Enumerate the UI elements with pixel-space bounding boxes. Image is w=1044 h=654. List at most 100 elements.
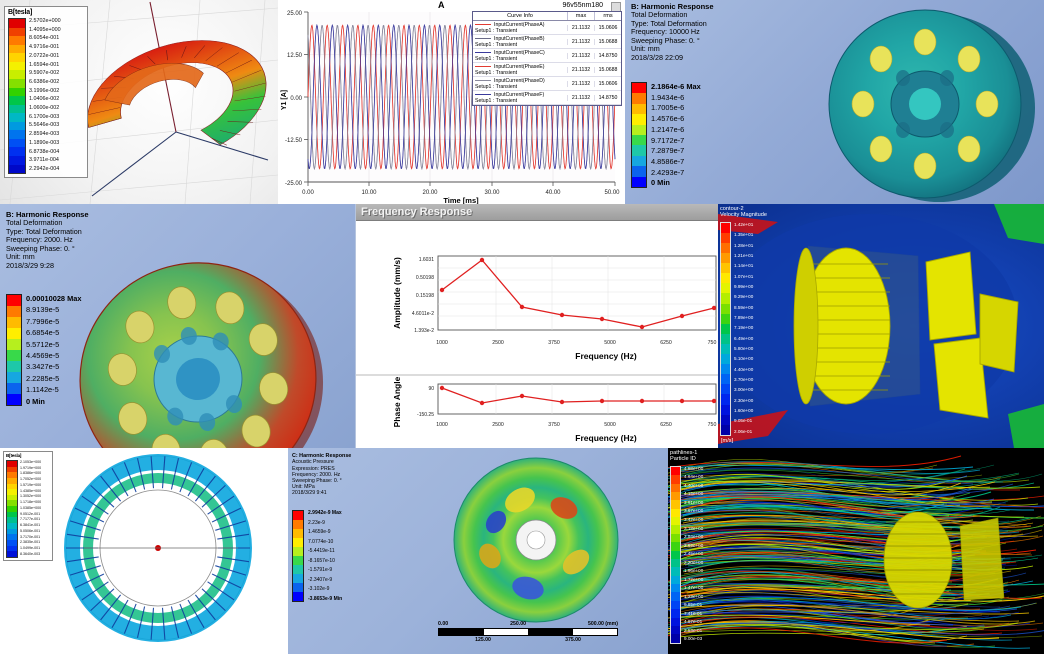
- y-tick: -12.50: [285, 138, 303, 144]
- scale-left: 0.00: [438, 621, 448, 627]
- legend-rms-value: 14.8750: [594, 95, 621, 101]
- pathlines-colorbar: [670, 466, 681, 644]
- legend-series-setup: Setup1 : Transient: [475, 98, 565, 104]
- legend-value: 2.53e-01: [684, 628, 703, 633]
- x-tick: 0.00: [302, 190, 314, 196]
- amp-x-tick: 2500: [492, 340, 504, 346]
- x-tick: 50.00: [604, 190, 620, 196]
- legend-rms-value: 15.0688: [594, 39, 621, 45]
- legend-value: 5.5646e-003: [29, 122, 61, 128]
- legend-value: 1.1890e-003: [29, 140, 61, 146]
- legend-value: 2.8594e-003: [29, 131, 61, 137]
- phase-y-axis-label: Phase Angle: [392, 376, 402, 427]
- legend-value: 0 Min: [651, 178, 701, 187]
- legend-value: 2.20e+00: [684, 560, 703, 565]
- legend-value: 7.0774e-10: [308, 539, 342, 545]
- legend-value: 4.8586e-7: [651, 157, 701, 166]
- pathlines-values: 4.88e+00 4.64e+00 4.40e+00 4.15e+00 3.91…: [684, 466, 703, 642]
- maxwell-2d-legend-title: B[tesla]: [6, 453, 50, 458]
- legend-col-header: rms: [594, 12, 621, 20]
- legend-value: 5.80e+00: [734, 346, 753, 351]
- legend-value: 2.23e-9: [308, 520, 342, 526]
- legend-value: 1.8386e+000: [20, 471, 41, 475]
- panel-harmonic-response-2000hz: B: Harmonic Response Total Deformation T…: [0, 204, 355, 448]
- legend-value: 2.5702e+000: [29, 18, 61, 24]
- curve-info-legend: Curve Info max rms InputCurrent(PhaseA) S…: [472, 11, 622, 106]
- legend-value: 1.42e+01: [734, 222, 753, 227]
- legend-value: -3.102e-9: [308, 586, 342, 592]
- legend-max-value: 21.1132: [567, 67, 594, 73]
- legend-value: 1.4095e+000: [29, 27, 61, 33]
- amp-y-tick: 1.6031: [419, 257, 435, 263]
- amp-y-tick: 1.393e-2: [414, 328, 434, 334]
- legend-value: 0.00010028 Max: [26, 294, 81, 303]
- scale-tick-1: 125.00: [475, 637, 491, 643]
- legend-value: 1.14e+01: [734, 263, 753, 268]
- legend-value: 9.99e+00: [734, 284, 753, 289]
- legend-value: 9.00e-03: [684, 636, 703, 641]
- phase-x-tick: 5000: [604, 422, 616, 428]
- legend-row: InputCurrent(PhaseD) Setup1 : Transient 21…: [473, 77, 621, 91]
- phase-x-tick: 6250: [660, 422, 672, 428]
- legend-value: 1.35e+01: [734, 232, 753, 237]
- legend-series-setup: Setup1 : Transient: [475, 56, 565, 62]
- legend-value: 2.2285e-5: [26, 374, 81, 383]
- legend-value: 1.4385e+000: [20, 489, 41, 493]
- amp-x-axis-label: Frequency (Hz): [575, 351, 637, 361]
- legend-value: 2.2942e-004: [29, 166, 61, 172]
- legend-value: 5.5712e-5: [26, 340, 81, 349]
- phase-x-axis-label: Frequency (Hz): [575, 433, 637, 443]
- panel-fluent-velocity-contour: contour-2 Velocity Magnitude: [718, 204, 1044, 448]
- harmonic-2000-line: 2018/3/29 9:28: [6, 262, 89, 271]
- fluent-velocity-unit: [m/s]: [721, 438, 767, 444]
- legend-row: InputCurrent(PhaseB) Setup1 : Transient 21…: [473, 35, 621, 49]
- legend-value: -3.8653e-9 Min: [308, 596, 342, 602]
- pathlines-geometry: [668, 448, 1044, 654]
- legend-value: 8.3640e-003: [20, 552, 41, 556]
- legend-value: 2.45e+00: [684, 551, 703, 556]
- legend-value: 4.40e+00: [734, 367, 753, 372]
- legend-value: 3.1996e-002: [29, 88, 61, 94]
- legend-value: 7.7996e-5: [26, 317, 81, 326]
- legend-value: 9.85e-01: [684, 602, 703, 607]
- legend-value: 9.0512e-001: [20, 512, 41, 516]
- harmonic-10000-colorbar: [631, 82, 647, 188]
- legend-value: 2.69e+00: [684, 543, 703, 548]
- legend-value: 9.05e-01: [734, 418, 753, 423]
- legend-series-name: InputCurrent(PhaseA): [494, 22, 544, 28]
- legend-value: 5.0506e-001: [20, 529, 41, 533]
- legend-series-name: InputCurrent(PhaseE): [494, 64, 544, 70]
- frequency-response-plots: 1.6031 0.50198 0.15198 4.6011e-2 1.393e-…: [356, 220, 719, 448]
- maxwell-2d-colorbar: [6, 460, 18, 558]
- legend-value: 1.2147e-6: [651, 125, 701, 134]
- legend-value: 4.88e+00: [684, 466, 703, 471]
- legend-value: 3.9711e-004: [29, 157, 61, 163]
- legend-value: 8.9139e-5: [26, 305, 81, 314]
- legend-value: -1.5791e-9: [308, 567, 342, 573]
- legend-series-name: InputCurrent(PhaseD): [494, 78, 545, 84]
- panel-frequency-response: Frequency Response: [355, 204, 719, 448]
- legend-color-swatch: [475, 38, 491, 39]
- legend-value: 4.4569e-5: [26, 351, 81, 360]
- frequency-response-titlebar[interactable]: Frequency Response: [356, 204, 719, 221]
- legend-value: 6.49e+00: [734, 336, 753, 341]
- harmonic-c-values: 2.9942e-9 Max 2.23e-9 1.4659e-9 7.0774e-…: [308, 510, 342, 602]
- legend-max-value: 21.1132: [567, 81, 594, 87]
- legend-value: 4.40e+00: [684, 483, 703, 488]
- y-tick: -25.00: [285, 181, 303, 187]
- legend-color-swatch: [475, 94, 491, 95]
- panel-fluent-pathlines: pathlines-1 Particle ID 4.88e: [668, 448, 1044, 654]
- legend-value: 1.0385e+000: [20, 506, 41, 510]
- legend-value: 9.5907e-002: [29, 70, 61, 76]
- legend-series-setup: Setup1 : Transient: [475, 28, 565, 34]
- amp-y-tick: 0.15198: [416, 293, 434, 299]
- legend-value: 3.7170e-001: [20, 535, 41, 539]
- legend-value: 1.4659e-9: [308, 529, 342, 535]
- legend-value: 7.41e-01: [684, 611, 703, 616]
- legend-value: 2.1864e-6 Max: [651, 82, 701, 91]
- legend-value: 0 Min: [26, 397, 81, 406]
- fluent-velocity-colorbar: [720, 222, 731, 436]
- legend-color-swatch: [475, 80, 491, 81]
- legend-value: 1.07e+01: [734, 274, 753, 279]
- phase-x-tick: 1000: [436, 422, 448, 428]
